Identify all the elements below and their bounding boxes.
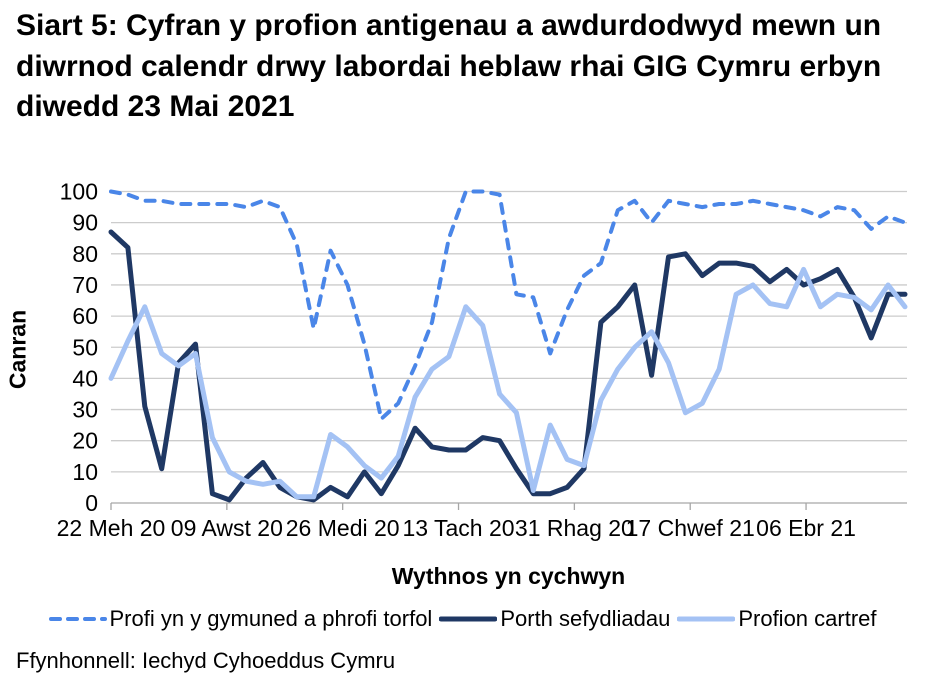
x-tick-label: 26 Medi 20 xyxy=(286,515,400,541)
y-tick-label: 100 xyxy=(60,179,98,205)
legend-item-community-mass-testing: Profi yn y gymuned a phrofi torfol xyxy=(48,606,433,632)
x-axis-title: Wythnos yn cychwyn xyxy=(391,563,626,589)
x-tick-label: 17 Chwef 21 xyxy=(626,515,755,541)
y-tick-label: 60 xyxy=(72,303,98,329)
y-tick-label: 70 xyxy=(72,272,98,298)
solid-line-swatch-icon xyxy=(677,616,736,622)
legend-item-profion-cartref: Profion cartref xyxy=(677,606,877,632)
y-tick-label: 90 xyxy=(72,210,98,236)
series-line-2-profion-cartref xyxy=(108,266,908,500)
x-tick-label: 06 Ebr 21 xyxy=(756,515,856,541)
y-tick-label: 50 xyxy=(72,334,98,360)
y-axis-title: Canran xyxy=(4,309,31,390)
x-tick-label: 22 Meh 20 xyxy=(57,515,166,541)
series-line-0-profi-yn-y-gymuned-a-phrofi-torfol xyxy=(109,189,907,421)
legend-item-porth-sefydliadau: Porth sefydliadau xyxy=(439,606,670,632)
legend: Profi yn y gymuned a phrofi torfol Porth… xyxy=(0,606,925,632)
y-tick-label: 10 xyxy=(72,459,98,485)
x-tick-label: 09 Awst 20 xyxy=(171,515,283,541)
source-note: Ffynhonnell: Iechyd Cyhoeddus Cymru xyxy=(16,648,396,673)
y-tick-label: 40 xyxy=(72,365,98,391)
x-tick-label: 31 Rhag 20 xyxy=(515,515,634,541)
y-tick-label: 80 xyxy=(72,241,98,267)
y-tick-label: 20 xyxy=(72,428,98,454)
dashed-line-swatch-icon xyxy=(48,617,107,621)
y-tick-label: 30 xyxy=(72,397,98,423)
legend-label: Porth sefydliadau xyxy=(500,606,671,631)
y-tick-label: 0 xyxy=(85,490,98,516)
line-chart: 0 10 20 30 40 50 60 70 80 90 100 22 Meh 20 09 Awst 2… xyxy=(57,179,908,541)
x-tick-label: 13 Tach 20 xyxy=(402,515,514,541)
solid-line-swatch-icon xyxy=(439,616,498,622)
legend-label: Profion cartref xyxy=(738,606,877,631)
series-line-1-porth-sefydliadau xyxy=(108,229,908,503)
chart-title: Siart 5: Cyfran y profion antigenau a aw… xyxy=(16,9,882,123)
legend-label: Profi yn y gymuned a phrofi torfol xyxy=(109,606,433,631)
